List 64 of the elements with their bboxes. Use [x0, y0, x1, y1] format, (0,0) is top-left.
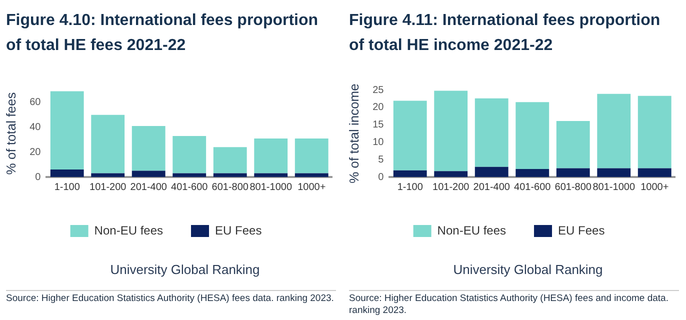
y-tick-label: 15 [372, 120, 384, 131]
legend-label: Non-EU fees [94, 223, 164, 238]
bar [597, 168, 631, 177]
x-tick-label: 401-600 [171, 182, 208, 193]
bar [132, 126, 166, 171]
bar [254, 173, 288, 177]
bar [597, 94, 631, 168]
legend-label: EU Fees [215, 223, 262, 238]
bar [294, 138, 328, 174]
bar [393, 170, 427, 177]
x-tick-label: 101-200 [432, 182, 470, 193]
x-tick-label: 201-400 [130, 182, 168, 193]
bar [556, 168, 590, 177]
y-tick-label: 40 [30, 122, 42, 134]
x-tick-label: 1-100 [54, 182, 80, 193]
bar [474, 98, 508, 167]
x-tick-label: 201-400 [473, 182, 510, 193]
bar [132, 170, 166, 177]
bar [516, 102, 550, 169]
y-axis-title: % of total income [346, 84, 362, 184]
bar [172, 173, 206, 177]
bar [91, 114, 125, 174]
y-tick-label: 0 [35, 172, 42, 183]
source-note: Source: Higher Education Statistics Authority (HESA) fees data. ranking 2023. [6, 290, 336, 305]
bar [294, 173, 328, 177]
x-tick-label: 1000+ [640, 182, 669, 193]
bar [516, 168, 550, 177]
bar [50, 170, 84, 177]
y-axis-title: % of total fees [3, 92, 18, 175]
x-axis-title: University Global Ranking [109, 262, 261, 277]
chart-title: Figure 4.10: International fees proportion of total HE fees 2021-22 [6, 11, 320, 56]
bar [434, 171, 468, 177]
y-tick-label: 5 [378, 154, 384, 166]
bar [172, 136, 206, 174]
legend-label: Non-EU fees [437, 223, 506, 238]
bar [638, 96, 672, 168]
x-tick-label: 601-800 [212, 182, 249, 193]
bar [254, 138, 288, 174]
chart-title: Figure 4.11: International fees proportion of total HE income 2021-22 [349, 11, 662, 56]
bar [474, 166, 508, 177]
legend-label: EU Fees [558, 223, 605, 238]
y-tick-label: 10 [372, 136, 384, 148]
x-tick-label: 1000+ [298, 182, 326, 193]
y-tick-label: 25 [372, 84, 384, 96]
bar [393, 100, 427, 170]
bar [91, 173, 125, 177]
x-axis-title: University Global Ranking [452, 262, 604, 277]
bar [213, 173, 247, 177]
bar [213, 147, 247, 174]
x-tick-label: 401-600 [514, 182, 552, 193]
bar [556, 120, 590, 168]
y-tick-label: 20 [372, 102, 384, 114]
x-tick-label: 1-100 [397, 182, 424, 193]
y-tick-label: 60 [30, 97, 42, 108]
x-tick-label: 101-200 [90, 182, 127, 193]
x-tick-label: 801-1000 [592, 182, 636, 193]
bar [50, 91, 84, 170]
bar [434, 90, 468, 172]
source-note: Source: Higher Education Statistics Authority (HESA) fees and income data. ranking 2023. [349, 290, 679, 317]
bar [638, 168, 672, 177]
x-tick-label: 601-800 [554, 182, 592, 193]
y-tick-label: 20 [30, 146, 42, 158]
y-tick-label: 0 [378, 172, 384, 183]
x-tick-label: 801-1000 [250, 182, 292, 193]
